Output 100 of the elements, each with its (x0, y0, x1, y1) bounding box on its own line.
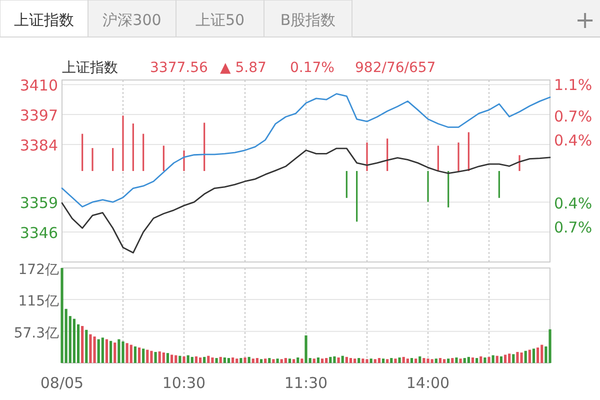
bar (264, 358, 267, 363)
y-tick-label: 3410 (20, 76, 58, 95)
bar (114, 342, 116, 363)
bar (89, 334, 92, 363)
bar (248, 356, 250, 363)
bar (300, 358, 304, 363)
bar (122, 341, 124, 363)
bar (500, 356, 502, 363)
bar (232, 357, 234, 363)
bar (374, 359, 376, 363)
bar (110, 340, 112, 363)
bar (329, 356, 332, 363)
y-tick-label: 3384 (20, 136, 58, 155)
bar (101, 338, 104, 363)
bar (284, 358, 287, 363)
bar (414, 358, 418, 363)
bar (190, 356, 194, 363)
bar (349, 358, 352, 363)
bar (492, 355, 494, 363)
bar (207, 356, 210, 363)
bar (215, 358, 218, 363)
bar (480, 356, 482, 363)
text: 上证50 (195, 11, 245, 29)
bar (154, 352, 157, 363)
bar (166, 353, 170, 363)
bar (236, 358, 238, 363)
bar (158, 351, 161, 363)
bar (142, 348, 145, 363)
bar (532, 348, 536, 363)
bar (337, 357, 340, 363)
text: + (574, 6, 596, 34)
y-tick-label: 3346 (20, 224, 58, 242)
bar (459, 358, 462, 363)
bar (520, 352, 523, 363)
bar (130, 344, 132, 363)
text: 3377.56 (150, 60, 208, 76)
bar (170, 354, 174, 363)
bar (451, 358, 454, 363)
text: 沪深300 (102, 11, 162, 29)
bar (118, 339, 120, 363)
bar (422, 358, 426, 363)
text: 0.17% (290, 60, 334, 76)
bar (320, 358, 324, 363)
bar (540, 344, 544, 363)
bar (455, 357, 458, 363)
text: 982/76/657 (355, 60, 436, 76)
bar (325, 358, 328, 363)
bar (252, 358, 254, 363)
y2-tick-label: 1.1% (554, 76, 592, 94)
bar (504, 354, 507, 363)
bar (272, 359, 275, 363)
bar (402, 356, 405, 363)
bar (345, 356, 348, 363)
bar (178, 356, 182, 363)
bar (362, 358, 364, 363)
bar (304, 335, 308, 363)
y2-tick-label: 0.7% (554, 108, 592, 126)
bar (430, 359, 434, 363)
x-tick-label: 14:00 (406, 374, 450, 392)
bar (488, 356, 490, 363)
bar (182, 356, 186, 363)
bar (134, 346, 136, 363)
bar (341, 356, 344, 363)
bar (410, 358, 414, 363)
bar (484, 357, 486, 363)
bar (471, 357, 474, 363)
line-series (61, 148, 551, 254)
bar (438, 358, 442, 363)
bar (219, 356, 222, 363)
bar (198, 357, 202, 363)
bar (398, 357, 401, 363)
bar (370, 358, 372, 363)
bar (126, 343, 128, 363)
bar (358, 358, 360, 363)
bar (434, 358, 438, 363)
bar (244, 357, 246, 363)
bar (72, 318, 76, 363)
bar (288, 358, 292, 363)
bar (354, 358, 356, 363)
bar (146, 350, 149, 363)
bar (394, 358, 397, 363)
line-series (61, 93, 551, 208)
bar (260, 359, 263, 363)
bar (97, 339, 100, 363)
x-tick-label: 08/05 (40, 374, 84, 392)
bar (524, 350, 527, 363)
bar (467, 356, 470, 363)
bar (81, 326, 84, 363)
bar (390, 358, 393, 363)
bar (105, 339, 108, 363)
x-tick-label: 10:30 (162, 374, 206, 392)
bar (296, 357, 300, 363)
y-tick-label: 3359 (20, 194, 58, 212)
bar (516, 352, 519, 363)
bar (203, 356, 206, 363)
y2-tick-label: 0.4% (554, 194, 592, 213)
bar (211, 357, 214, 363)
bar (386, 359, 389, 363)
text: B股指数 (280, 11, 336, 29)
bar (406, 358, 409, 363)
